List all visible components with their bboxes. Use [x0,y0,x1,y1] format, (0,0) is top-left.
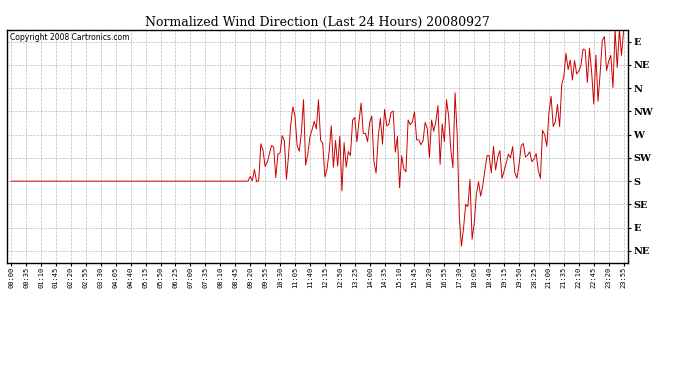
Text: Copyright 2008 Cartronics.com: Copyright 2008 Cartronics.com [10,33,130,42]
Title: Normalized Wind Direction (Last 24 Hours) 20080927: Normalized Wind Direction (Last 24 Hours… [145,16,490,29]
